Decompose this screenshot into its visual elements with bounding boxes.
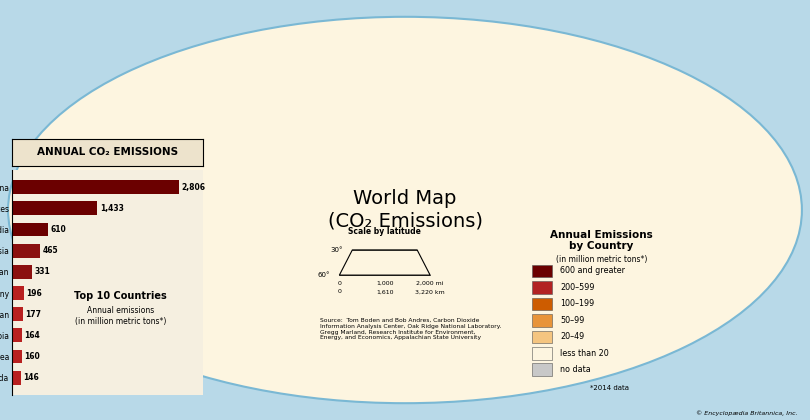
Text: less than 20: less than 20 [561, 349, 609, 358]
Bar [12, 265, 32, 279]
Text: (in million metric tons*): (in million metric tons*) [556, 255, 647, 264]
Bar [12, 328, 22, 342]
Bar [532, 281, 552, 294]
Text: 465: 465 [42, 246, 58, 255]
Text: 50–99: 50–99 [561, 316, 585, 325]
Bar [12, 307, 23, 321]
Bar [12, 180, 179, 194]
Bar [12, 286, 23, 300]
Bar [532, 265, 552, 277]
Bar [532, 331, 552, 343]
Text: 177: 177 [25, 310, 41, 319]
Bar [532, 298, 552, 310]
Text: Annual Emissions
by Country: Annual Emissions by Country [550, 230, 653, 251]
Bar [532, 363, 552, 376]
Text: 100–199: 100–199 [561, 299, 595, 308]
Text: *2014 data: *2014 data [590, 385, 629, 391]
Text: 0: 0 [338, 281, 341, 286]
Text: World Map
(CO₂ Emissions): World Map (CO₂ Emissions) [327, 189, 483, 231]
Text: 331: 331 [34, 268, 50, 276]
Bar [12, 350, 22, 363]
Text: Source:  Tom Boden and Bob Andres, Carbon Dioxide
Information Analysis Center, O: Source: Tom Boden and Bob Andres, Carbon… [320, 318, 501, 341]
Text: no data: no data [561, 365, 591, 374]
Text: 1,433: 1,433 [100, 204, 124, 213]
Text: 2,806: 2,806 [181, 183, 206, 192]
Text: Scale by latitude: Scale by latitude [348, 227, 421, 236]
Text: 600 and greater: 600 and greater [561, 266, 625, 276]
Bar [12, 202, 97, 215]
Text: Top 10 Countries: Top 10 Countries [75, 291, 167, 301]
Text: 610: 610 [51, 225, 66, 234]
Text: 20–49: 20–49 [561, 332, 585, 341]
Text: 1,610: 1,610 [376, 289, 394, 294]
Text: 196: 196 [26, 289, 42, 297]
Text: 3,220 km: 3,220 km [416, 289, 445, 294]
Text: 60°: 60° [318, 272, 330, 278]
Text: © Encyclopædia Britannica, Inc.: © Encyclopædia Britannica, Inc. [697, 410, 798, 416]
Text: Annual emissions
(in million metric tons*): Annual emissions (in million metric tons… [75, 307, 166, 326]
Bar [12, 244, 40, 257]
Text: 160: 160 [24, 352, 40, 361]
Text: 164: 164 [24, 331, 40, 340]
Text: 0: 0 [338, 289, 341, 294]
Text: 146: 146 [23, 373, 39, 382]
Bar [532, 347, 552, 360]
Text: 1,000: 1,000 [376, 281, 394, 286]
Text: 30°: 30° [330, 247, 343, 253]
Text: 200–599: 200–599 [561, 283, 595, 292]
Text: ANNUAL CO₂ EMISSIONS: ANNUAL CO₂ EMISSIONS [36, 147, 178, 157]
Bar [532, 314, 552, 327]
Bar [12, 223, 49, 236]
Ellipse shape [8, 17, 802, 403]
Bar [12, 371, 21, 385]
Text: 2,000 mi: 2,000 mi [416, 281, 444, 286]
